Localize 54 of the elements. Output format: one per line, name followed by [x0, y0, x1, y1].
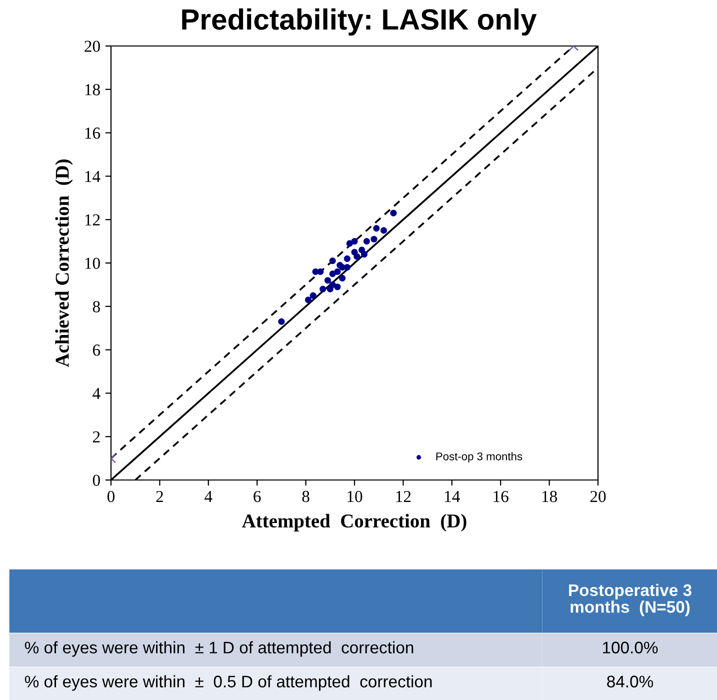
point	[329, 270, 336, 278]
point	[370, 236, 378, 242]
point	[278, 318, 285, 325]
point	[326, 286, 334, 292]
point	[304, 296, 312, 304]
point	[320, 286, 326, 292]
point	[324, 277, 332, 284]
y-tick-label: 4	[92, 388, 100, 399]
point	[344, 264, 350, 271]
x-tick-label: 20	[590, 490, 606, 502]
x-tick-label: 2	[156, 490, 163, 502]
point	[351, 238, 358, 245]
text: 100.0%	[603, 642, 658, 654]
y-tick-label: 18	[85, 84, 100, 96]
y-tick-label: 6	[92, 344, 100, 356]
text: 84.0%	[607, 676, 654, 688]
point	[380, 227, 388, 234]
point	[334, 284, 341, 290]
y-tick-label: 8	[92, 301, 100, 312]
y-axis-title: Achieved Correction (D)	[55, 160, 73, 368]
y-tick-label: 20	[84, 40, 100, 52]
point	[344, 255, 350, 262]
text: % of eyes were within ± 0.5 D of attempted correction	[24, 675, 432, 691]
x-axis-title: Attempted Correction (D)	[242, 514, 466, 532]
text: % of eyes were within ± 1 D of attempted correction	[24, 641, 414, 657]
y-tick-label: 10	[85, 258, 100, 269]
point	[317, 268, 324, 275]
x-tick-label: 0	[107, 490, 115, 502]
legend-label: Post-op 3 months	[436, 452, 522, 463]
point	[346, 240, 353, 247]
x-tick-label: 16	[494, 490, 508, 502]
x-tick-label: 4	[204, 491, 212, 502]
y-tick-label: 12	[85, 214, 100, 226]
y-tick-label: 2	[92, 431, 100, 442]
x-tick-label: 18	[542, 490, 557, 502]
point	[373, 224, 380, 232]
y-tick-label: 14	[85, 170, 100, 182]
x-tick-label: 14	[445, 490, 460, 502]
y-tick-label: 16	[85, 128, 100, 139]
point	[360, 251, 368, 258]
text: Postoperative 3 months (N=50)	[569, 584, 692, 616]
x-tick-label: 10	[348, 490, 362, 502]
chart-title: Predictability: LASIK only	[182, 8, 537, 36]
point	[334, 268, 341, 275]
point	[339, 274, 346, 282]
point	[310, 292, 316, 299]
point	[363, 238, 370, 245]
x-tick-label: 8	[302, 490, 310, 502]
point	[390, 210, 397, 216]
y-tick-label: 0	[92, 474, 100, 486]
x-tick-label: 12	[396, 490, 411, 502]
point	[354, 253, 360, 260]
point	[329, 258, 336, 264]
x-tick-label: 6	[254, 490, 261, 502]
